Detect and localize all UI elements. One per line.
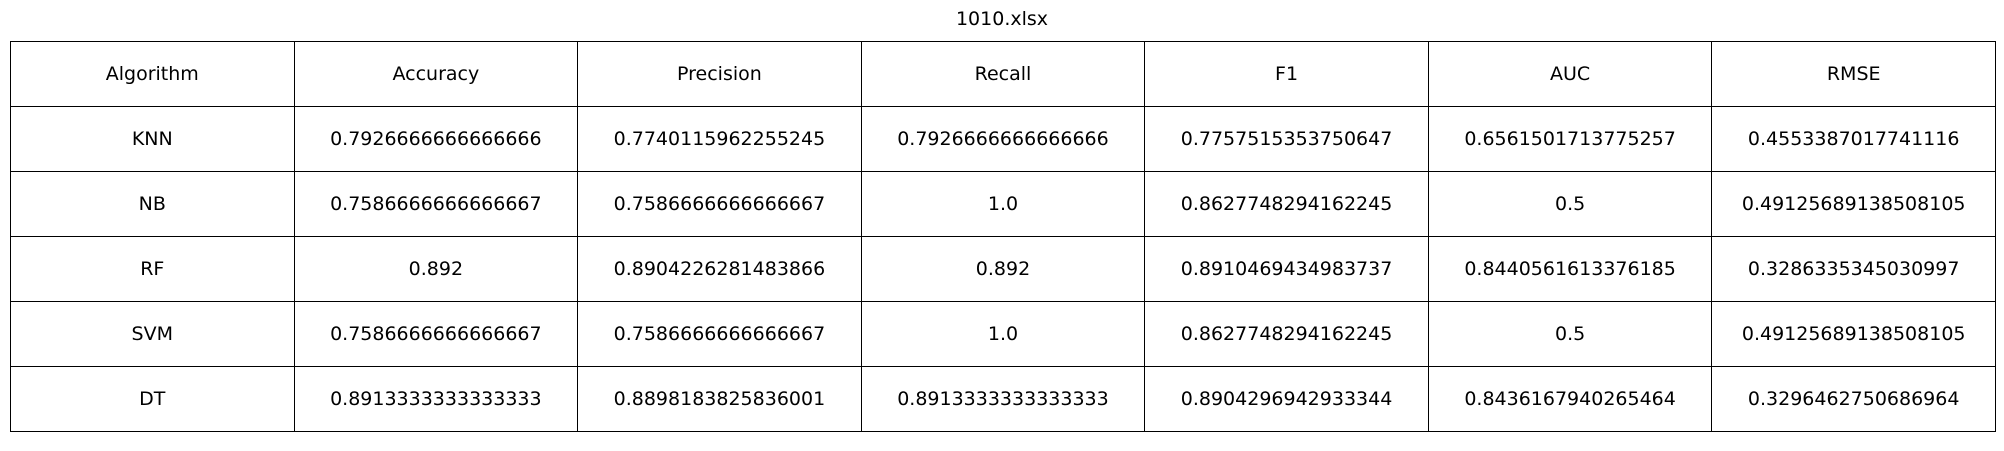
table-cell: 1.0 bbox=[860, 301, 1146, 367]
table-cell: 0.8913333333333333 bbox=[860, 366, 1146, 432]
table-cell: 0.3286335345030997 bbox=[1711, 236, 1996, 302]
table-cell: 0.5 bbox=[1427, 301, 1713, 367]
table-cell: 0.892 bbox=[860, 236, 1146, 302]
table-cell: 0.7926666666666666 bbox=[860, 106, 1146, 172]
table-cell: 0.8627748294162245 bbox=[1144, 301, 1429, 367]
table-cell: 0.8913333333333333 bbox=[293, 366, 579, 432]
table-cell: 0.8904296942933344 bbox=[1144, 366, 1429, 432]
table-cell: 0.3296462750686964 bbox=[1711, 366, 1996, 432]
table-cell: NB bbox=[10, 171, 295, 237]
table-cell: 0.4553387017741116 bbox=[1711, 106, 1996, 172]
column-header-auc: AUC bbox=[1427, 41, 1713, 107]
table-row: NB 0.7586666666666667 0.7586666666666667… bbox=[10, 171, 1996, 237]
table-cell: KNN bbox=[10, 106, 295, 172]
table-cell: SVM bbox=[10, 301, 295, 367]
table-cell: 0.7586666666666667 bbox=[293, 301, 579, 367]
column-header-rmse: RMSE bbox=[1711, 41, 1996, 107]
chart-title: 1010.xlsx bbox=[955, 8, 1049, 30]
table-cell: 0.892 bbox=[293, 236, 579, 302]
table-cell: 0.49125689138508105 bbox=[1711, 301, 1996, 367]
table-cell: 0.8627748294162245 bbox=[1144, 171, 1429, 237]
header-row: Algorithm Accuracy Precision Recall F1 A… bbox=[10, 41, 1996, 107]
table-cell: 0.8436167940265464 bbox=[1427, 366, 1713, 432]
table-cell: 0.8898183825836001 bbox=[577, 366, 862, 432]
column-header-precision: Precision bbox=[577, 41, 862, 107]
table-cell: 0.7586666666666667 bbox=[577, 171, 862, 237]
table-cell: 0.8904226281483866 bbox=[577, 236, 862, 302]
table-cell: RF bbox=[10, 236, 295, 302]
results-table: Algorithm Accuracy Precision Recall F1 A… bbox=[10, 41, 1996, 432]
column-header-algorithm: Algorithm bbox=[10, 41, 295, 107]
column-header-accuracy: Accuracy bbox=[293, 41, 579, 107]
column-header-f1: F1 bbox=[1144, 41, 1429, 107]
table-cell: 0.5 bbox=[1427, 171, 1713, 237]
table-cell: 0.7586666666666667 bbox=[577, 301, 862, 367]
table-row: RF 0.892 0.8904226281483866 0.892 0.8910… bbox=[10, 236, 1996, 302]
column-header-recall: Recall bbox=[860, 41, 1146, 107]
table-cell: 0.7740115962255245 bbox=[577, 106, 862, 172]
table-cell: 1.0 bbox=[860, 171, 1146, 237]
table-cell: DT bbox=[10, 366, 295, 432]
table-cell: 0.7586666666666667 bbox=[293, 171, 579, 237]
table-row: KNN 0.7926666666666666 0.774011596225524… bbox=[10, 106, 1996, 172]
table-cell: 0.8440561613376185 bbox=[1427, 236, 1713, 302]
table-cell: 0.8910469434983737 bbox=[1144, 236, 1429, 302]
table-cell: 0.7926666666666666 bbox=[293, 106, 579, 172]
table-cell: 0.6561501713775257 bbox=[1427, 106, 1713, 172]
table-cell: 0.49125689138508105 bbox=[1711, 171, 1996, 237]
table-cell: 0.7757515353750647 bbox=[1144, 106, 1429, 172]
table-row: SVM 0.7586666666666667 0.758666666666666… bbox=[10, 301, 1996, 367]
table-row: DT 0.8913333333333333 0.8898183825836001… bbox=[10, 366, 1996, 432]
